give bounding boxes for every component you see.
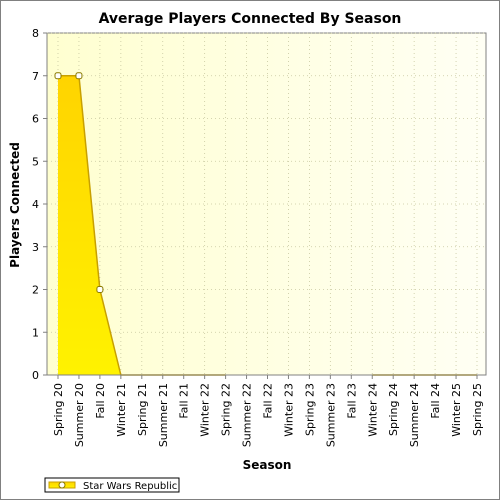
x-tick-label: Spring 20	[52, 383, 65, 436]
x-tick-label: Winter 23	[282, 383, 295, 437]
x-tick-label: Spring 23	[303, 383, 316, 436]
x-tick-label: Fall 23	[345, 383, 358, 419]
chart-title: Average Players Connected By Season	[99, 11, 402, 27]
y-tick-label: 6	[32, 113, 39, 126]
x-tick-label: Summer 23	[324, 383, 337, 447]
y-tick-label: 5	[32, 155, 39, 168]
y-tick-label: 1	[32, 326, 39, 339]
data-point	[75, 72, 83, 80]
x-tick-label: Fall 24	[429, 383, 442, 419]
x-tick-label: Fall 22	[262, 383, 275, 419]
y-tick-label: 8	[32, 27, 39, 40]
x-tick-label: Winter 25	[450, 383, 463, 437]
x-tick-label: Summer 20	[73, 383, 86, 447]
x-tick-label: Summer 22	[241, 383, 254, 447]
x-tick-label: Winter 24	[366, 383, 379, 437]
legend-marker	[58, 481, 66, 489]
y-tick-label: 4	[32, 198, 39, 211]
data-point	[54, 72, 62, 80]
y-tick-label: 2	[32, 284, 39, 297]
x-tick-label: Spring 21	[136, 383, 149, 436]
x-tick-label: Winter 22	[199, 383, 212, 437]
x-tick-label: Fall 20	[94, 383, 107, 419]
y-axis-label: Players Connected	[8, 142, 22, 268]
x-axis-label: Season	[243, 458, 292, 472]
legend-label: Star Wars Republic	[83, 481, 177, 492]
y-tick-label: 7	[32, 70, 39, 83]
x-tick-label: Summer 24	[408, 383, 421, 447]
x-tick-label: Spring 25	[471, 383, 484, 436]
x-tick-label: Fall 21	[178, 383, 191, 419]
x-tick-label: Summer 21	[157, 383, 170, 447]
legend: Star Wars Republic	[44, 477, 180, 493]
legend-box	[44, 477, 180, 493]
x-tick-label: Spring 22	[220, 383, 233, 436]
data-point	[96, 286, 104, 293]
y-axis: 0 1 2 3 4 5 6 7 8	[32, 27, 48, 382]
x-tick-label: Winter 21	[115, 383, 128, 437]
x-axis: Spring 20 Summer 20 Fall 20 Winter 21 Spring…	[47, 374, 486, 447]
plot-area	[46, 32, 487, 376]
y-tick-label: 3	[32, 241, 39, 254]
y-tick-label: 0	[32, 369, 39, 382]
x-tick-label: Spring 24	[387, 383, 400, 436]
area-fill	[58, 75, 226, 375]
